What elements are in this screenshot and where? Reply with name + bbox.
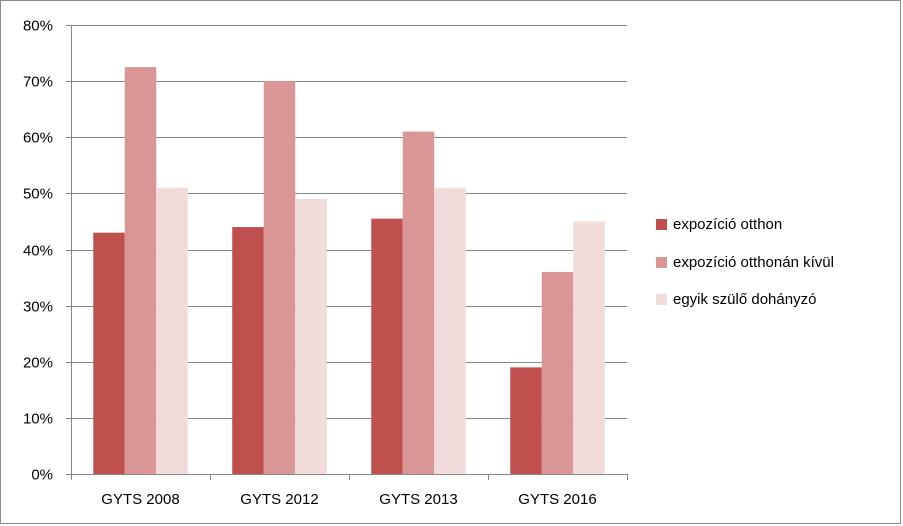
legend-item-1: expozíció otthonán kívül — [656, 253, 834, 272]
y-tick-label: 20% — [23, 355, 53, 372]
legend-swatch-1 — [656, 256, 667, 268]
x-tick-label: GYTS 2013 — [379, 491, 457, 508]
bar-egyik-szülő-dohányzó-GYTS-2016 — [573, 221, 605, 474]
legend: expozíció otthon expozíció otthonán kívü… — [656, 215, 834, 328]
bar-expozíció-otthonán-kívül-GYTS-2008 — [124, 67, 157, 474]
bar-expozíció-otthon-GYTS-2012 — [232, 227, 264, 474]
bars — [93, 67, 605, 475]
y-tick-label: 30% — [23, 299, 53, 316]
legend-item-2: egyik szülő dohányzó — [656, 290, 834, 309]
legend-swatch-0 — [656, 219, 667, 230]
bar-expozíció-otthon-GYTS-2008 — [93, 232, 125, 474]
axes — [66, 25, 628, 480]
y-tick-label: 80% — [23, 18, 53, 35]
legend-label-0: expozíció otthon — [673, 216, 783, 233]
x-tick-labels: GYTS 2008 GYTS 2012 GYTS 2013 GYTS 2016 — [101, 491, 596, 508]
legend-label-1: expozíció otthonán kívül — [673, 253, 834, 271]
x-tick-label: GYTS 2012 — [240, 491, 318, 508]
bar-egyik-szülő-dohányzó-GYTS-2013 — [434, 187, 466, 474]
bar-expozíció-otthon-GYTS-2013 — [371, 218, 403, 474]
bar-expozíció-otthon-GYTS-2016 — [510, 367, 542, 474]
bar-expozíció-otthonán-kívül-GYTS-2012 — [263, 81, 296, 474]
y-tick-label: 50% — [23, 186, 53, 203]
legend-label-2: egyik szülő dohányzó — [673, 291, 817, 308]
x-tick-label: GYTS 2016 — [518, 491, 596, 508]
legend-swatch-2 — [656, 294, 667, 305]
bar-expozíció-otthonán-kívül-GYTS-2013 — [402, 131, 435, 474]
y-tick-label: 70% — [23, 74, 53, 91]
y-tick-label: 10% — [23, 411, 53, 428]
y-tick-labels: 0% 10% 20% 30% 40% 50% 60% 70% 80% — [23, 18, 53, 484]
y-tick-label: 0% — [31, 467, 53, 484]
y-tick-label: 60% — [23, 130, 53, 147]
bar-expozíció-otthonán-kívül-GYTS-2016 — [541, 271, 574, 474]
bar-egyik-szülő-dohányzó-GYTS-2008 — [156, 187, 188, 474]
legend-item-0: expozíció otthon — [656, 215, 834, 234]
bar-egyik-szülő-dohányzó-GYTS-2012 — [295, 198, 327, 475]
x-tick-label: GYTS 2008 — [101, 491, 179, 508]
y-tick-label: 40% — [23, 243, 53, 260]
